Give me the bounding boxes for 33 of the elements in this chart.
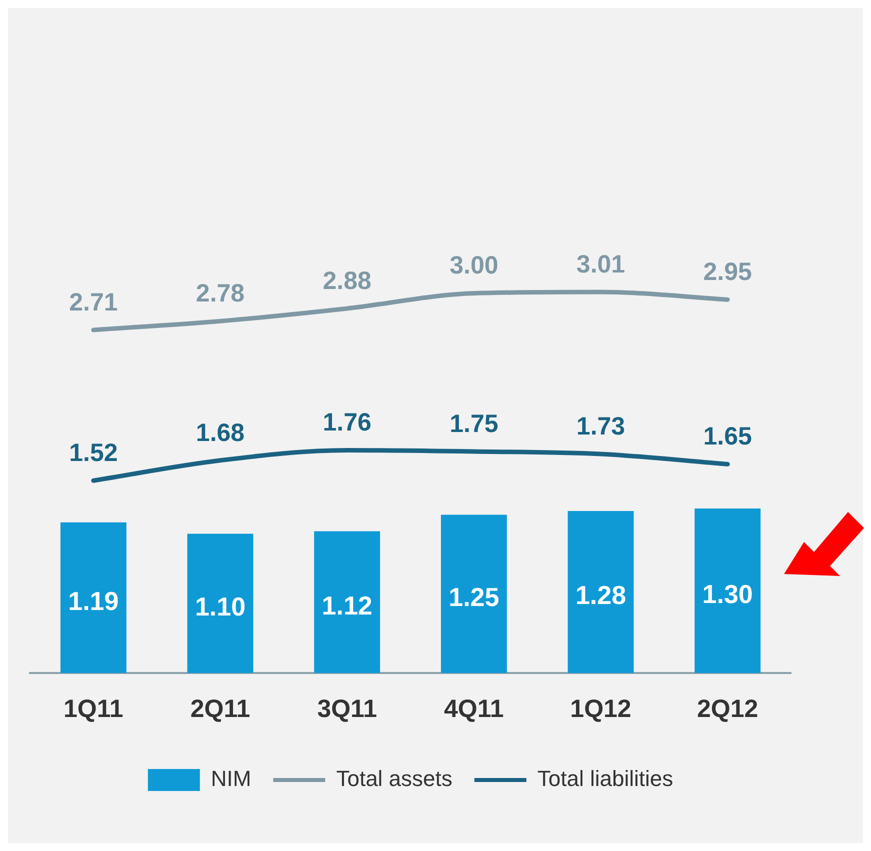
bar xyxy=(187,534,254,673)
x-tick-label: 3Q11 xyxy=(317,694,378,723)
data-label: 1.10 xyxy=(194,592,246,622)
data-label: 1.76 xyxy=(322,408,372,437)
data-label: 3.01 xyxy=(576,250,626,278)
data-label: 2.88 xyxy=(322,266,372,295)
x-tick-label: 2Q12 xyxy=(696,694,758,723)
x-tick-label: 4Q11 xyxy=(444,694,504,723)
legend-label: NIM xyxy=(210,766,252,792)
data-label: 2.95 xyxy=(703,258,752,286)
data-label: 1.68 xyxy=(196,418,245,447)
bar xyxy=(568,510,634,673)
data-label: 3.00 xyxy=(450,252,498,280)
data-label: 1.52 xyxy=(69,439,118,467)
data-label: 1.28 xyxy=(575,580,626,610)
legend-label: Total liabilities xyxy=(537,766,674,792)
data-label: 1.12 xyxy=(322,590,372,620)
legend-label: Total assets xyxy=(336,766,452,792)
bar xyxy=(314,531,380,673)
data-label: 1.75 xyxy=(450,410,498,438)
data-label: 1.19 xyxy=(68,586,119,616)
data-label: 2.78 xyxy=(196,280,245,308)
data-label: 1.65 xyxy=(703,422,752,451)
bar xyxy=(440,514,507,673)
x-tick-label: 2Q11 xyxy=(190,694,250,723)
data-label: 1.73 xyxy=(576,412,626,440)
x-tick-label: 1Q11 xyxy=(64,694,124,723)
bar xyxy=(60,522,126,673)
data-label: 1.30 xyxy=(702,578,753,609)
data-label: 2.71 xyxy=(69,288,118,316)
data-label: 1.25 xyxy=(448,582,500,612)
x-tick-label: 1Q12 xyxy=(570,694,632,723)
bar xyxy=(694,508,761,673)
